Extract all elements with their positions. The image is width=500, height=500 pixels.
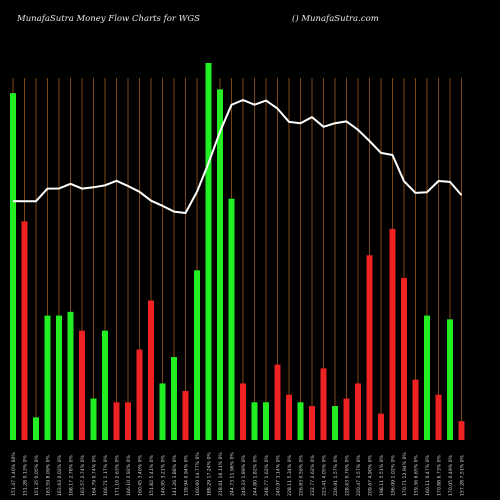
money-flow-bar <box>79 330 85 440</box>
x-tick-label: 240.97 3.14% 0% <box>275 454 281 496</box>
x-tick-label: 226.83 0.56% 0% <box>298 454 304 496</box>
money-flow-bar <box>251 402 258 440</box>
money-flow-bar <box>286 394 292 440</box>
money-flow-bar <box>67 311 74 440</box>
x-tick-label: 141.26 3.88% 0% <box>172 454 178 496</box>
x-tick-label: 163.57 2.74% 0% <box>80 454 86 496</box>
x-tick-label: 170.71 12.94% 0% <box>402 452 408 496</box>
money-flow-bar <box>458 421 465 440</box>
money-flow-bar <box>228 198 235 440</box>
money-flow-bar <box>332 406 338 440</box>
money-flow-bar <box>90 398 97 440</box>
money-flow-bar <box>412 379 419 440</box>
money-flow-bar <box>102 330 108 440</box>
money-flow-bar <box>171 357 177 440</box>
x-tick-label: 220.47 3.57% 0% <box>356 454 362 496</box>
money-flow-bar <box>343 398 350 440</box>
x-tick-label: 151.28 0.13% 0% <box>22 454 28 496</box>
x-tick-label: 218.61 16.11% 0% <box>218 452 224 496</box>
chart-title: MunafaSutra Money Flow Charts for WGS <box>17 14 200 24</box>
x-tick-label: 170.88 6.73% 0% <box>436 454 442 496</box>
money-flow-bar <box>148 300 154 440</box>
money-flow-bar <box>125 402 131 440</box>
x-tick-label: 232.77 2.62% 0% <box>310 454 316 496</box>
x-tick-label: 157.28 7.51% 0% <box>459 454 465 496</box>
x-tick-label: 146.95 3.21% 0% <box>160 454 166 496</box>
x-tick-label: 228.63 0.76% 0% <box>344 454 350 496</box>
money-flow-bar <box>56 315 62 440</box>
site-credit: () MunafaSutra.com <box>292 14 379 24</box>
x-tick-label: 223.41 4.05% 0% <box>321 454 327 496</box>
x-axis-labels: 151.47 3.40% 60% 151.28 0.13% 0% 151.35 0.… <box>11 452 465 496</box>
price-line <box>12 99 463 214</box>
x-tick-label: 226.91 1.57% 0% <box>333 454 339 496</box>
money-flow-bar <box>217 89 223 440</box>
money-flow-bars <box>10 63 465 440</box>
money-flow-bar <box>159 383 166 440</box>
money-flow-bar <box>309 406 315 440</box>
money-flow-bar <box>182 390 189 440</box>
x-tick-label: 166.71 1.17% 0% <box>103 454 109 496</box>
x-tick-label: 163.63 0.02% 0% <box>57 454 63 496</box>
x-tick-label: 151.47 3.40% 60% <box>11 452 17 496</box>
x-tick-label: 159.36 6.65% 0% <box>413 454 419 496</box>
money-flow-bar <box>401 277 407 440</box>
money-flow-bar <box>274 364 281 440</box>
money-flow-bar <box>435 394 442 440</box>
x-tick-label: 198.11 5.51% 0% <box>379 454 385 496</box>
x-tick-label: 163.59 8.09% 0% <box>45 454 51 496</box>
x-tick-label: 166.10 2.92% 0% <box>126 454 132 496</box>
money-flow-bar <box>240 383 246 440</box>
money-flow-bar <box>113 402 120 440</box>
money-flow-bar <box>424 315 430 440</box>
money-flow-bar <box>378 413 384 440</box>
x-tick-label: 248.77 1.62% 0% <box>264 454 270 496</box>
money-flow-bar <box>366 255 373 440</box>
x-tick-label: 244.73 11.96% 0% <box>229 452 235 496</box>
x-tick-label: 170.05 0.49% 0% <box>448 454 454 496</box>
money-flow-bar <box>44 315 51 440</box>
money-flow-bar <box>205 63 212 440</box>
x-tick-label: 139.94 0.94% 0% <box>183 454 189 496</box>
money-flow-bar <box>136 349 143 440</box>
x-tick-label: 244.80 1.82% 0% <box>252 454 258 496</box>
money-flow-bar <box>33 417 39 440</box>
money-flow-bar <box>447 319 453 440</box>
x-tick-label: 151.82 5.41% 0% <box>149 454 155 496</box>
x-tick-label: 249.33 1.89% 0% <box>241 454 247 496</box>
x-tick-label: 188.29 17.24% 0% <box>206 452 212 496</box>
x-tick-label: 168.17 2.78% 0% <box>68 454 74 496</box>
money-flow-bar <box>320 368 327 440</box>
x-tick-label: 151.35 0.05% 0% <box>34 454 40 496</box>
x-tick-label: 209.67 4.90% 0% <box>367 454 373 496</box>
x-tick-label: 171.10 2.63% 0% <box>114 454 120 496</box>
x-tick-label: 164.79 0.74% 0% <box>91 454 97 496</box>
money-flow-bar <box>355 383 361 440</box>
money-flow-bar <box>10 93 16 440</box>
money-flow-bar <box>263 402 269 440</box>
x-tick-label: 228.11 5.34% 0% <box>287 454 293 496</box>
money-flow-bar <box>389 228 396 440</box>
x-tick-label: 160.45 3.40% 0% <box>137 454 143 496</box>
money-flow-bar <box>21 221 28 440</box>
x-tick-label: 196.09 1.02% 0% <box>390 454 396 496</box>
x-tick-label: 160.60 14.77% 0% <box>195 452 201 496</box>
x-tick-label: 160.11 0.47% 0% <box>425 454 431 496</box>
money-flow-bar <box>194 270 200 440</box>
money-flow-bar <box>297 402 304 440</box>
